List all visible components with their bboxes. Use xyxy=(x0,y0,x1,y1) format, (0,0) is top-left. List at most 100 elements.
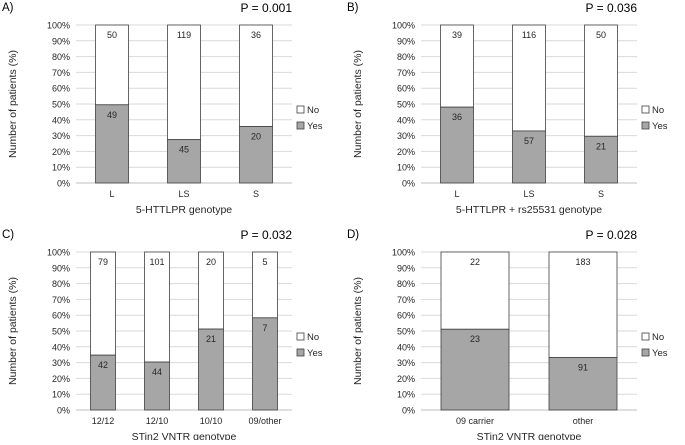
x-tick-label: 12/10 xyxy=(146,416,169,426)
data-label-no: 36 xyxy=(251,30,261,40)
y-tick-label: 70% xyxy=(397,68,415,78)
data-label-yes: 49 xyxy=(107,110,117,120)
data-label-yes: 20 xyxy=(251,132,261,142)
data-label-yes: 23 xyxy=(470,334,480,344)
p-value: P = 0.036 xyxy=(586,1,638,15)
y-tick-label: 20% xyxy=(52,374,70,384)
y-tick-label: 40% xyxy=(397,342,415,352)
x-tick-label: L xyxy=(454,189,459,199)
y-tick-label: 40% xyxy=(52,115,70,125)
data-label-no: 50 xyxy=(596,30,606,40)
y-tick-label: 70% xyxy=(52,68,70,78)
legend-swatch-no xyxy=(641,105,650,114)
bar-no xyxy=(440,24,474,108)
y-axis-label: Number of patients (%) xyxy=(7,277,19,385)
y-tick-label: 10% xyxy=(52,163,70,173)
y-tick-label: 100% xyxy=(47,21,70,31)
bar-yes xyxy=(440,106,474,184)
y-tick-label: 60% xyxy=(52,311,70,321)
y-tick-label: 60% xyxy=(52,84,70,94)
legend-label-yes: Yes xyxy=(652,348,668,359)
y-tick-label: 90% xyxy=(397,263,415,273)
y-tick-label: 0% xyxy=(402,406,415,416)
legend-swatch-yes xyxy=(641,348,650,357)
bar-no xyxy=(90,251,116,356)
legend-label-no: No xyxy=(307,105,319,116)
bar-yes xyxy=(440,328,510,411)
y-tick-label: 10% xyxy=(397,163,415,173)
y-tick-label: 50% xyxy=(52,100,70,110)
legend-label-no: No xyxy=(652,105,664,116)
x-tick-label: 09 carrier xyxy=(456,416,494,426)
bar-yes xyxy=(252,317,278,411)
bar-yes xyxy=(239,126,273,184)
bar-yes xyxy=(95,104,129,184)
legend-label-yes: Yes xyxy=(652,121,668,132)
y-tick-label: 20% xyxy=(397,147,415,157)
y-tick-label: 10% xyxy=(397,390,415,400)
bar-yes xyxy=(584,135,618,184)
chart-panel-d: 0% 10% 20% 30% 40% 50% 60% 70% 80% 90% 100% 22 23 09 … xyxy=(347,228,668,443)
data-label-yes: 21 xyxy=(206,334,216,344)
data-label-yes: 42 xyxy=(98,360,108,370)
panel-label: C) xyxy=(2,229,14,241)
x-tick-label: other xyxy=(573,416,594,426)
x-axis-label: STin2 VNTR genotype xyxy=(132,431,237,440)
y-tick-label: 0% xyxy=(57,406,70,416)
data-label-no: 50 xyxy=(107,30,117,40)
bar-no xyxy=(239,24,273,127)
data-label-yes: 45 xyxy=(179,145,189,155)
data-label-yes: 21 xyxy=(596,141,606,151)
data-label-no: 116 xyxy=(522,30,536,40)
y-axis-label: Number of patients (%) xyxy=(352,50,364,158)
panel-label: D) xyxy=(347,229,359,241)
legend-label-no: No xyxy=(307,332,319,343)
data-label-yes: 57 xyxy=(524,136,534,146)
x-tick-label: S xyxy=(253,189,259,199)
data-label-no: 39 xyxy=(452,30,462,40)
legend-swatch-yes xyxy=(296,121,305,130)
data-label-no: 119 xyxy=(177,30,191,40)
bar-no xyxy=(167,24,201,141)
x-tick-label: 12/12 xyxy=(92,416,115,426)
p-value: P = 0.028 xyxy=(586,228,638,242)
y-tick-label: 70% xyxy=(397,295,415,305)
data-label-yes: 91 xyxy=(578,363,588,373)
y-tick-label: 60% xyxy=(397,84,415,94)
data-label-no: 5 xyxy=(262,257,267,267)
legend-swatch-yes xyxy=(296,348,305,357)
y-tick-label: 10% xyxy=(52,390,70,400)
bar-yes xyxy=(144,361,170,411)
bar-no xyxy=(252,251,278,319)
y-tick-label: 70% xyxy=(52,295,70,305)
bar-yes xyxy=(512,130,546,184)
y-tick-label: 30% xyxy=(397,131,415,141)
y-tick-label: 80% xyxy=(397,52,415,62)
y-axis-label: Number of patients (%) xyxy=(352,277,364,385)
data-label-yes: 44 xyxy=(152,367,162,377)
y-tick-label: 30% xyxy=(52,131,70,141)
x-tick-label: 09/other xyxy=(248,416,281,426)
x-tick-label: LS xyxy=(178,189,189,199)
y-tick-label: 20% xyxy=(397,374,415,384)
x-axis-label: 5-HTTLPR + rs25531 genotype xyxy=(456,204,602,216)
chart-panel-c: 0% 10% 20% 30% 40% 50% 60% 70% 80% 90% 100% 79 42 12/… xyxy=(2,228,323,443)
bar-no xyxy=(440,251,510,330)
legend-swatch-no xyxy=(641,332,650,341)
legend-swatch-no xyxy=(296,332,305,341)
bar-no xyxy=(95,24,129,106)
chart-panel-a: 0% 10% 20% 30% 40% 50% 60% 70% 80% 90% 100% 50 49 L 11… xyxy=(2,1,323,216)
y-tick-label: 80% xyxy=(52,279,70,289)
x-tick-label: 10/10 xyxy=(200,416,223,426)
x-tick-label: S xyxy=(598,189,604,199)
bar-yes xyxy=(167,139,201,184)
panel-label: B) xyxy=(347,2,359,14)
data-label-no: 20 xyxy=(206,257,216,267)
bar-yes xyxy=(198,328,224,411)
y-tick-label: 0% xyxy=(402,179,415,189)
data-label-no: 22 xyxy=(470,257,480,267)
bar-yes xyxy=(548,357,618,411)
y-tick-label: 100% xyxy=(47,248,70,258)
y-tick-label: 50% xyxy=(397,327,415,337)
